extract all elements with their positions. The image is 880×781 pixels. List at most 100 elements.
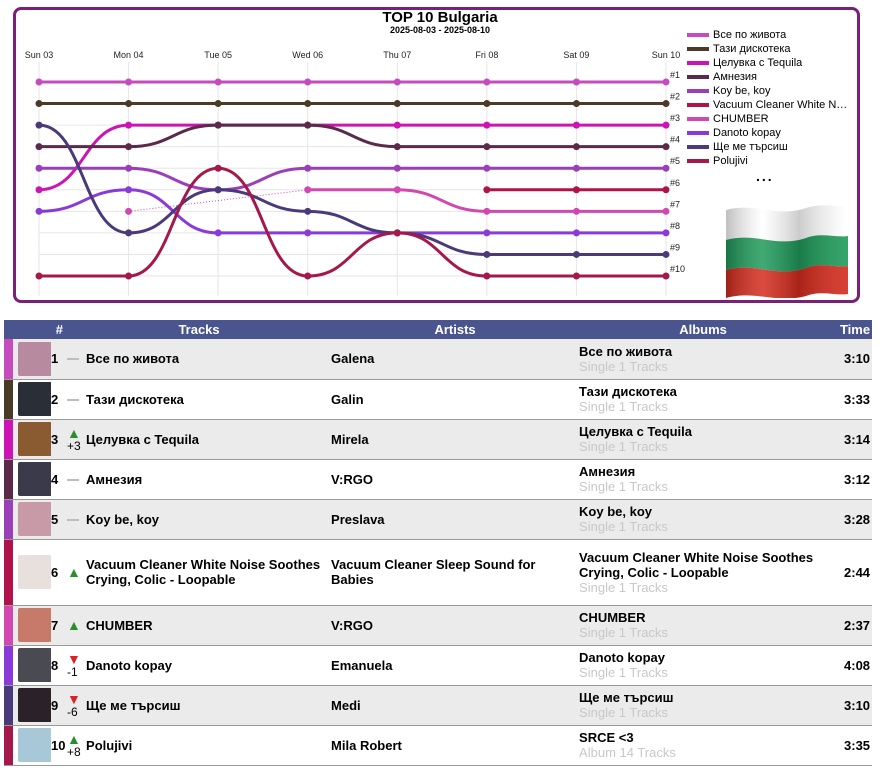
data-point[interactable]: [125, 229, 133, 237]
data-point[interactable]: [483, 78, 491, 86]
data-point[interactable]: [572, 250, 580, 258]
data-point[interactable]: [393, 143, 401, 151]
data-point[interactable]: [483, 229, 491, 237]
data-point[interactable]: [214, 186, 222, 194]
data-point[interactable]: [125, 100, 133, 108]
cover-thumbnail[interactable]: [13, 419, 52, 460]
legend-more-indicator[interactable]: ...: [756, 168, 774, 184]
legend-item[interactable]: Koy be, koy: [687, 84, 859, 98]
data-point[interactable]: [483, 207, 491, 215]
table-row[interactable]: 7 ▲ CHUMBER V:RGO CHUMBER Single 1 Tracks 2:37: [4, 605, 873, 646]
track-title[interactable]: Polujivi: [84, 725, 332, 766]
data-point[interactable]: [393, 229, 401, 237]
album-cell[interactable]: Амнезия Single 1 Tracks: [579, 459, 828, 500]
data-point[interactable]: [483, 121, 491, 129]
table-row[interactable]: 10 ▲ +8 Polujivi Mila Robert SRCE <3 Album 14 …: [4, 725, 873, 766]
track-title[interactable]: Danoto kopay: [84, 645, 332, 686]
track-title[interactable]: Все по живота: [84, 339, 332, 380]
data-point[interactable]: [304, 229, 312, 237]
data-point[interactable]: [483, 186, 491, 194]
data-point[interactable]: [35, 272, 43, 280]
album-cell[interactable]: Тази дискотека Single 1 Tracks: [579, 379, 828, 420]
data-point[interactable]: [35, 78, 43, 86]
table-row[interactable]: 1 Все по живота Galena Все по живота Single …: [4, 339, 873, 380]
data-point[interactable]: [125, 143, 133, 151]
artist-name[interactable]: Galin: [331, 379, 580, 420]
data-point[interactable]: [304, 164, 312, 172]
data-point[interactable]: [662, 143, 670, 151]
album-cell[interactable]: Danoto kopay Single 1 Tracks: [579, 645, 828, 686]
artist-name[interactable]: Preslava: [331, 499, 580, 540]
data-point[interactable]: [572, 164, 580, 172]
artist-name[interactable]: Galena: [331, 339, 580, 380]
data-point[interactable]: [125, 186, 133, 194]
data-point[interactable]: [572, 272, 580, 280]
data-point[interactable]: [304, 78, 312, 86]
data-point[interactable]: [483, 272, 491, 280]
data-point[interactable]: [662, 207, 670, 215]
data-point[interactable]: [214, 121, 222, 129]
cover-thumbnail[interactable]: [13, 379, 52, 420]
header-tracks[interactable]: Tracks: [67, 320, 332, 339]
header-artists[interactable]: Artists: [331, 320, 580, 339]
data-point[interactable]: [125, 164, 133, 172]
series-line[interactable]: [37, 188, 668, 235]
data-point[interactable]: [662, 186, 670, 194]
series-line[interactable]: [37, 123, 668, 149]
legend-item[interactable]: Polujivi: [687, 154, 859, 168]
data-point[interactable]: [304, 100, 312, 108]
data-point[interactable]: [662, 250, 670, 258]
cover-thumbnail[interactable]: [13, 339, 52, 380]
legend-item[interactable]: Все по живота: [687, 28, 859, 42]
table-row[interactable]: 6 ▲ Vacuum Cleaner White Noise Soothes Cry…: [4, 539, 873, 606]
cover-thumbnail[interactable]: [13, 645, 52, 686]
legend-item[interactable]: Danoto kopay: [687, 126, 859, 140]
data-point[interactable]: [662, 78, 670, 86]
legend-item[interactable]: Амнезия: [687, 70, 859, 84]
data-point[interactable]: [393, 164, 401, 172]
cover-thumbnail[interactable]: [13, 685, 52, 726]
album-cell[interactable]: Все по живота Single 1 Tracks: [579, 339, 828, 380]
table-row[interactable]: 8 ▼ -1 Danoto kopay Emanuela Danoto kopay Sing…: [4, 645, 873, 686]
data-point[interactable]: [393, 100, 401, 108]
artist-name[interactable]: Mirela: [331, 419, 580, 460]
data-point[interactable]: [214, 78, 222, 86]
album-cell[interactable]: SRCE <3 Album 14 Tracks: [579, 725, 828, 766]
data-point[interactable]: [35, 186, 43, 194]
data-point[interactable]: [393, 78, 401, 86]
series-line[interactable]: [37, 166, 668, 278]
legend-item[interactable]: Vacuum Cleaner White Noise Soothes Cryin…: [687, 98, 859, 112]
track-title[interactable]: Целувка с Tequila: [84, 419, 332, 460]
legend-item[interactable]: Ще ме търсиш: [687, 140, 859, 154]
cover-thumbnail[interactable]: [13, 605, 52, 646]
data-point[interactable]: [125, 272, 133, 280]
header-albums[interactable]: Albums: [579, 320, 828, 339]
header-time[interactable]: Time: [827, 320, 873, 339]
artist-name[interactable]: V:RGO: [331, 605, 580, 646]
data-point[interactable]: [572, 121, 580, 129]
artist-name[interactable]: Vacuum Cleaner Sleep Sound for Babies: [331, 539, 580, 606]
data-point[interactable]: [125, 207, 133, 215]
data-point[interactable]: [572, 78, 580, 86]
header-number[interactable]: #: [4, 320, 68, 339]
data-point[interactable]: [304, 186, 312, 194]
data-point[interactable]: [662, 100, 670, 108]
data-point[interactable]: [393, 186, 401, 194]
table-row[interactable]: 2 Тази дискотека Galin Тази дискотека Single…: [4, 379, 873, 420]
data-point[interactable]: [483, 143, 491, 151]
data-point[interactable]: [572, 229, 580, 237]
album-cell[interactable]: CHUMBER Single 1 Tracks: [579, 605, 828, 646]
data-point[interactable]: [125, 78, 133, 86]
album-cell[interactable]: Целувка с Tequila Single 1 Tracks: [579, 419, 828, 460]
artist-name[interactable]: Medi: [331, 685, 580, 726]
data-point[interactable]: [393, 121, 401, 129]
data-point[interactable]: [304, 207, 312, 215]
table-row[interactable]: 4 Амнезия V:RGO Амнезия Single 1 Tracks 3:12: [4, 459, 873, 500]
cover-thumbnail[interactable]: [13, 725, 52, 766]
data-point[interactable]: [214, 164, 222, 172]
data-point[interactable]: [662, 121, 670, 129]
track-title[interactable]: Vacuum Cleaner White Noise Soothes Cryin…: [84, 539, 332, 606]
data-point[interactable]: [662, 272, 670, 280]
data-point[interactable]: [35, 121, 43, 129]
table-row[interactable]: 3 ▲ +3 Целувка с Tequila Mirela Целувка с Teq…: [4, 419, 873, 460]
